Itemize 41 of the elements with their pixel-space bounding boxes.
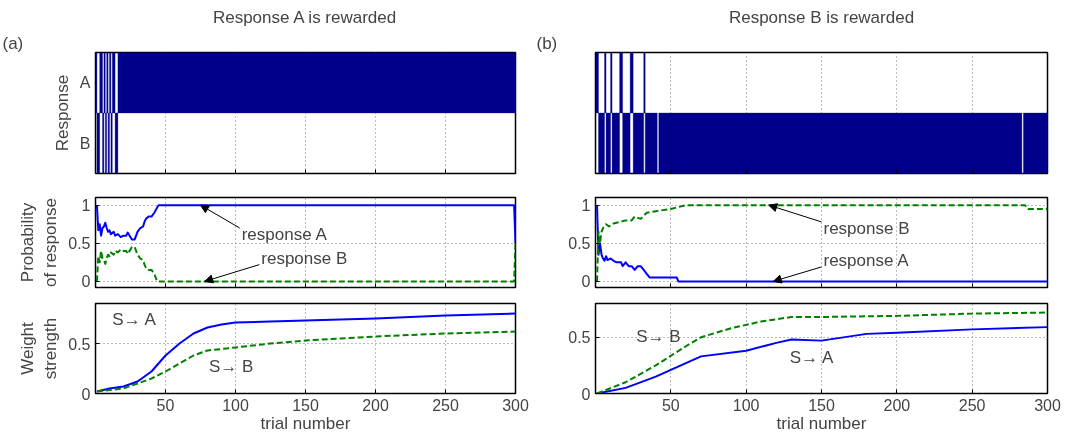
y-tick-label: 0.5 [68,235,91,253]
x-tick-label: 300 [1034,396,1061,414]
y-tick-label: 0 [581,273,591,291]
chart-title: Response B is rewarded [728,7,915,27]
series-label: S→ A [789,348,834,367]
y-axis-title: Probability of response [18,198,61,287]
y-tick-label: B [79,134,91,152]
x-tick-label: 50 [661,396,680,414]
annotation: response A [823,251,910,271]
y-tick-label: 0 [581,385,591,403]
y-tick-label: 0 [81,273,91,291]
x-tick-label: 100 [732,396,760,414]
x-tick-label: 200 [883,396,911,414]
y-tick-label: 0.5 [68,335,91,353]
x-tick-label: 150 [292,396,319,414]
y-tick-label: 1 [81,197,91,215]
x-axis-title: trial number [260,413,351,433]
y-axis-title: Response [52,74,72,152]
chart-title: Response A is rewarded [212,7,397,27]
y-tick-label: 0.5 [568,329,591,347]
x-axis-title: trial number [776,413,867,433]
x-tick-label: 50 [156,396,175,414]
x-tick-label: 250 [958,396,986,414]
x-tick-label: 300 [502,396,529,414]
y-tick-label: 0.5 [568,235,591,253]
series-label: S→ B [208,357,254,376]
x-tick-label: 100 [222,396,249,414]
text: (b) [536,33,558,53]
y-tick-label: 1 [581,197,591,215]
text: (a) [2,33,24,53]
x-tick-label: 200 [362,396,389,414]
y-tick-label: A [79,74,91,92]
annotation: response B [823,218,910,238]
series-label: S→ B [636,327,681,347]
x-tick-label: 250 [432,396,459,414]
annotation: response A [241,224,328,244]
x-tick-label: 150 [808,396,835,414]
annotation: response B [261,249,348,269]
y-axis-title: Weight strength [18,317,61,380]
series-label: S→ A [112,310,157,330]
y-tick-label: 0 [81,385,91,403]
